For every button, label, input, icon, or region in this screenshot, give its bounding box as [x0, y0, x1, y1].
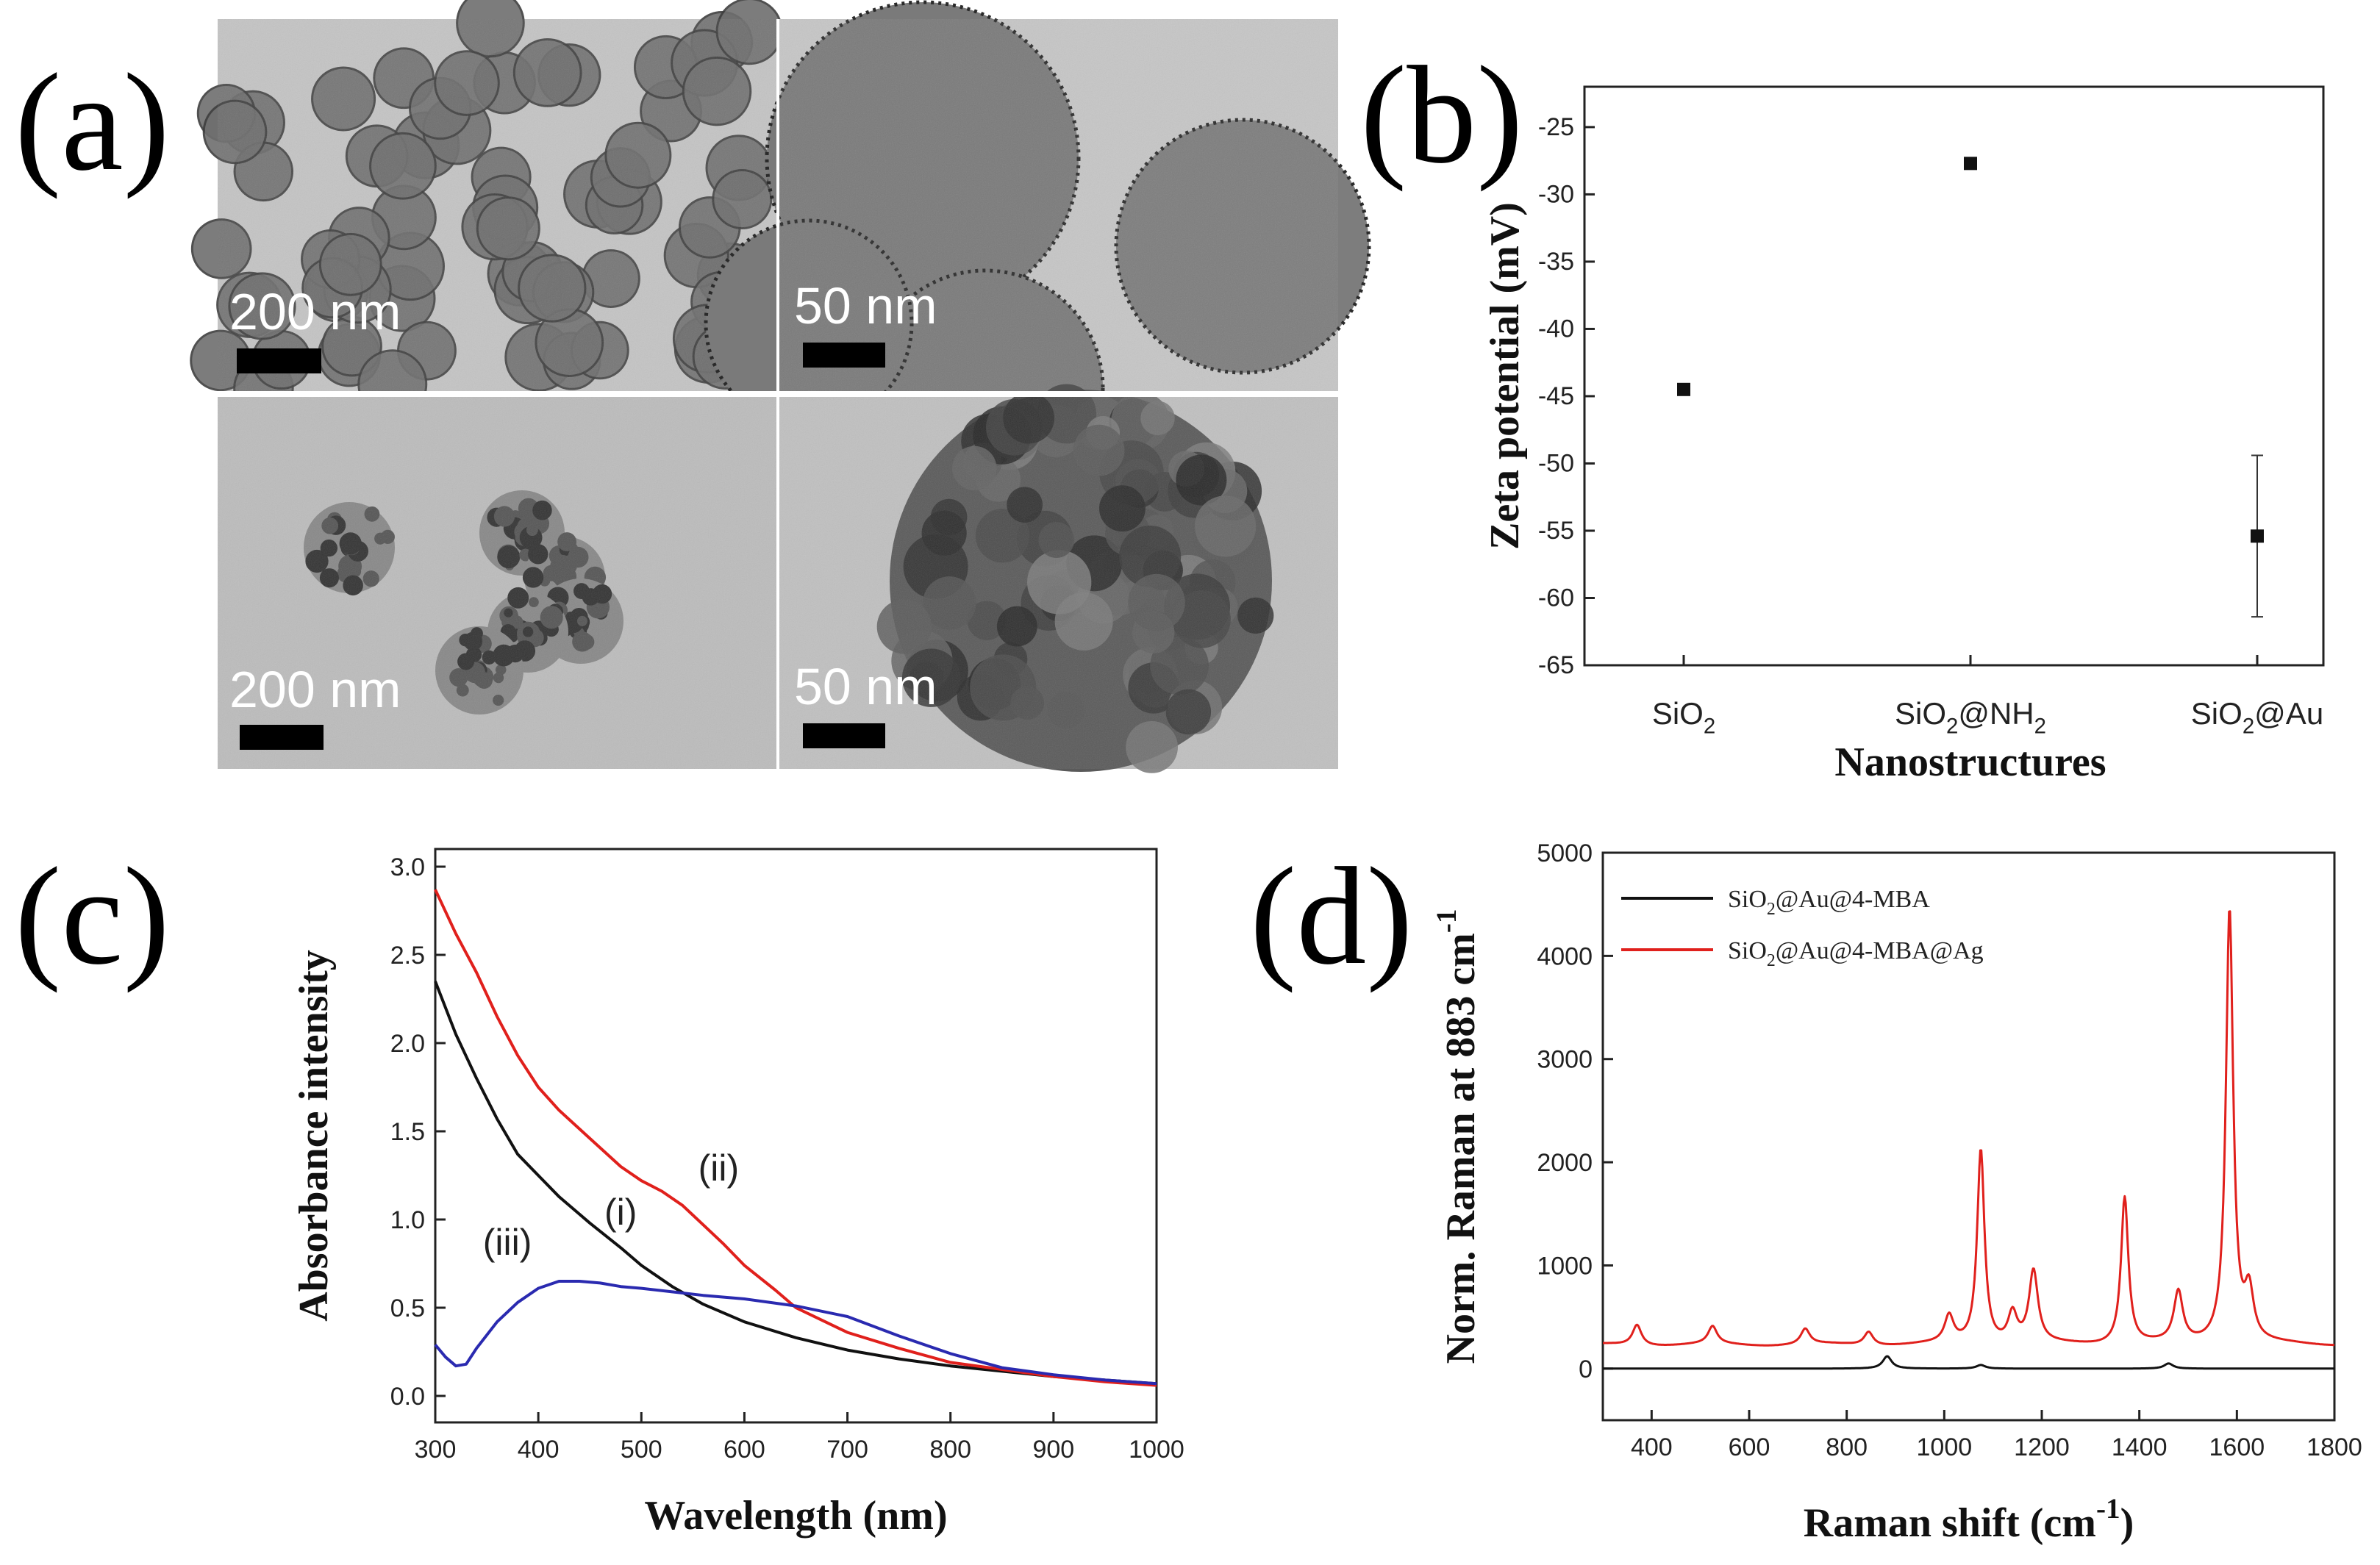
svg-text:200 nm: 200 nm: [229, 283, 401, 340]
panel-a-label: (a): [15, 46, 170, 200]
absorbance-chart: 0.0 0.5 1.0 1.5 2.0 2.5 3.0 300 400 500 600 700 800 9…: [291, 848, 1184, 1539]
series-line-d-0: [1602, 1355, 2335, 1370]
y-tick-label-c-0: 0.0: [390, 1383, 425, 1411]
series-line-c-2: [434, 1280, 1157, 1386]
x-tick-label-c-5: 800: [929, 1436, 971, 1464]
x-axis-title-c: Wavelength (nm): [644, 1493, 947, 1539]
series-line-c-0: [434, 981, 1157, 1386]
y-tick-label-b-7: -60: [1538, 584, 1574, 612]
zeta-potential-chart: -25 -30 -35 -40 -45 -50 -55 -60 -65 SiO2 SiO2@NH2 S…: [1482, 85, 2325, 785]
curve-label-c-0: (i): [604, 1192, 637, 1233]
y-tick-label-d-5: 5000: [1537, 839, 1593, 867]
plot-frame-c: [434, 848, 1158, 1424]
y-tick-label-c-6: 3.0: [390, 853, 425, 881]
scale-bar-4: 50 nm: [794, 658, 937, 748]
y-tick-label-c-3: 1.5: [390, 1118, 425, 1146]
x-tick-label-c-2: 500: [621, 1436, 662, 1464]
y-tick-label-d-1: 1000: [1537, 1252, 1593, 1280]
y-tick-label-d-4: 4000: [1537, 942, 1593, 970]
y-tick-label-d-0: 0: [1579, 1356, 1593, 1383]
x-tick-label-b-1: SiO2@NH2: [1895, 696, 2046, 739]
x-axis-title-d: Raman shift (cm-1): [1804, 1493, 2134, 1546]
y-tick-label-c-1: 0.5: [390, 1294, 425, 1322]
x-tick-label-c-4: 700: [826, 1436, 868, 1464]
panel-c-label: (c): [15, 839, 170, 994]
y-tick-label-b-2: -35: [1538, 248, 1574, 276]
data-point-b-2: [2251, 529, 2264, 543]
y-tick-label-b-5: -50: [1538, 449, 1574, 477]
y-tick-label-b-3: -40: [1538, 315, 1574, 343]
x-tick-label-d-7: 1800: [2306, 1433, 2362, 1461]
y-tick-label-b-1: -30: [1538, 180, 1574, 208]
y-tick-label-c-4: 2.0: [390, 1030, 425, 1058]
legend-label-d-1: SiO2@Au@4-MBA@Ag: [1728, 937, 1984, 970]
panel-d-label: (d): [1250, 839, 1413, 994]
data-point-b-1: [1964, 157, 1977, 171]
plot-frame-b: [1583, 85, 2325, 667]
raman-chart: 0 1000 2000 3000 4000 5000 400 600 800 1000 1200 14…: [1431, 839, 2362, 1546]
tem-image-top-right: [706, 2, 1369, 506]
x-tick-label-c-0: 300: [415, 1436, 457, 1464]
y-tick-label-b-0: -25: [1538, 113, 1574, 141]
scale-bar-2: 50 nm: [794, 277, 937, 368]
x-tick-label-b-0: SiO2: [1652, 696, 1715, 739]
x-tick-label-d-1: 600: [1729, 1433, 1770, 1461]
data-point-b-0: [1677, 382, 1690, 396]
tem-image-bottom-right: [779, 384, 1338, 773]
y-tick-label-c-5: 2.5: [390, 942, 425, 970]
legend-label-d-0: SiO2@Au@4-MBA: [1728, 886, 1930, 919]
svg-text:50 nm: 50 nm: [794, 277, 937, 334]
y-tick-label-b-4: -45: [1538, 382, 1574, 410]
tem-image-top-left: [190, 0, 783, 420]
y-tick-label-b-8: -65: [1538, 651, 1574, 679]
x-axis-title-b: Nanostructures: [1834, 739, 2106, 785]
y-axis-title-b: Zeta potential (mV): [1482, 202, 1528, 550]
x-tick-label-d-5: 1400: [2112, 1433, 2168, 1461]
plot-frame-d: [1601, 851, 2336, 1422]
svg-text:50 nm: 50 nm: [794, 658, 937, 715]
x-tick-label-d-0: 400: [1631, 1433, 1673, 1461]
y-axis-title-d: Norm. Raman at 883 cm-1: [1431, 909, 1484, 1364]
curve-label-c-2: (iii): [483, 1222, 532, 1263]
x-tick-label-c-7: 1000: [1129, 1436, 1184, 1464]
tem-image-bottom-left: [218, 397, 776, 769]
y-tick-label-d-3: 3000: [1537, 1046, 1593, 1074]
curve-label-c-1: (ii): [698, 1147, 740, 1189]
scale-bar-1: 200 nm: [229, 283, 401, 373]
y-tick-label-b-6: -55: [1538, 517, 1574, 545]
series-line-c-1: [434, 889, 1157, 1387]
x-tick-label-c-1: 400: [518, 1436, 560, 1464]
svg-text:200 nm: 200 nm: [229, 661, 401, 718]
y-axis-title-c: Absorbance intensity: [291, 950, 337, 1322]
x-tick-label-d-6: 1600: [2209, 1433, 2265, 1461]
x-tick-label-d-2: 800: [1826, 1433, 1868, 1461]
series-line-d-1: [1602, 910, 2335, 1347]
y-tick-label-d-2: 2000: [1537, 1149, 1593, 1177]
x-tick-label-c-3: 600: [723, 1436, 765, 1464]
x-tick-label-c-6: 900: [1032, 1436, 1074, 1464]
x-tick-label-d-3: 1000: [1917, 1433, 1973, 1461]
scale-bar-3: 200 nm: [229, 661, 401, 750]
panel-b-label: (b): [1360, 38, 1523, 193]
x-tick-label-d-4: 1200: [2014, 1433, 2070, 1461]
y-tick-label-c-2: 1.0: [390, 1206, 425, 1234]
x-tick-label-b-2: SiO2@Au: [2191, 696, 2323, 739]
